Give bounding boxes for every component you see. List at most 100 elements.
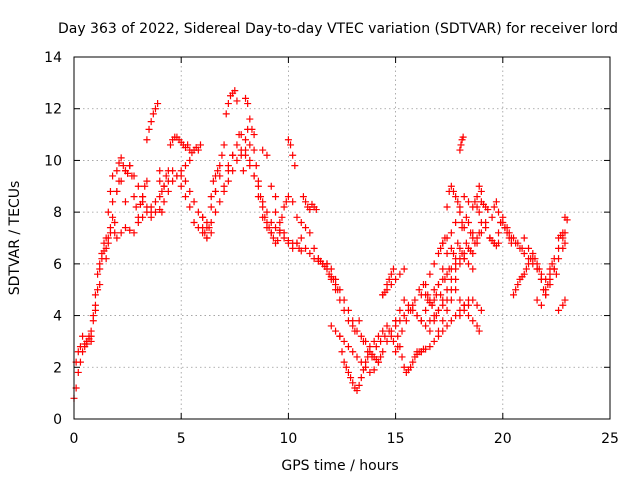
data-point (473, 322, 481, 330)
data-point (353, 387, 361, 395)
data-point (154, 100, 162, 108)
data-point (377, 337, 385, 345)
data-point (327, 322, 335, 330)
data-point (284, 193, 292, 201)
data-point (374, 332, 382, 340)
data-point (417, 317, 425, 325)
data-point (233, 97, 241, 105)
data-point (85, 332, 93, 340)
data-point (396, 270, 404, 278)
data-point (411, 296, 419, 304)
data-point (274, 237, 282, 245)
data-point (143, 136, 151, 144)
data-point (207, 229, 215, 237)
data-point (447, 244, 455, 252)
data-point (194, 208, 202, 216)
data-point (366, 343, 374, 351)
data-point (460, 255, 468, 263)
data-point (254, 193, 262, 201)
data-point (439, 301, 447, 309)
data-point (430, 286, 438, 294)
data-point (209, 177, 217, 185)
data-point (473, 301, 481, 309)
data-point (452, 286, 460, 294)
data-point (510, 234, 518, 242)
data-point (76, 343, 84, 351)
data-point (542, 286, 550, 294)
data-point (111, 229, 119, 237)
data-point (104, 234, 112, 242)
data-point (246, 141, 254, 149)
data-point (407, 306, 415, 314)
data-point (130, 172, 138, 180)
data-point (214, 167, 222, 175)
data-point (216, 162, 224, 170)
data-point (91, 306, 99, 314)
data-point (400, 296, 408, 304)
data-point (239, 167, 247, 175)
data-point (396, 306, 404, 314)
data-point (518, 244, 526, 252)
data-point (477, 218, 485, 226)
x-tick-label: 25 (601, 431, 619, 447)
data-point (533, 265, 541, 273)
data-point (456, 260, 464, 268)
data-point (242, 136, 250, 144)
data-point (379, 291, 387, 299)
data-point (349, 317, 357, 325)
data-point (383, 337, 391, 345)
data-point (181, 162, 189, 170)
data-point (94, 286, 102, 294)
data-point (169, 167, 177, 175)
data-point (96, 281, 104, 289)
data-point (336, 286, 344, 294)
data-point (190, 198, 198, 206)
data-point (115, 177, 123, 185)
data-point (312, 206, 320, 214)
data-point (456, 146, 464, 154)
data-point (190, 218, 198, 226)
data-point (424, 291, 432, 299)
data-point (181, 193, 189, 201)
data-point (400, 363, 408, 371)
y-tick-label: 4 (53, 309, 62, 325)
data-point (212, 208, 220, 216)
data-point (434, 332, 442, 340)
data-point (409, 358, 417, 366)
data-point (422, 281, 430, 289)
data-point (184, 141, 192, 149)
data-point (233, 141, 241, 149)
data-point (413, 312, 421, 320)
data-point (377, 353, 385, 361)
data-point (426, 343, 434, 351)
data-point (289, 151, 297, 159)
data-point (439, 317, 447, 325)
y-tick-label: 6 (53, 257, 62, 273)
data-point (475, 229, 483, 237)
data-point (164, 177, 172, 185)
data-point (514, 281, 522, 289)
data-point (229, 151, 237, 159)
data-point (199, 229, 207, 237)
data-point (344, 306, 352, 314)
data-point (394, 343, 402, 351)
data-point (250, 172, 258, 180)
data-point (289, 198, 297, 206)
data-point (143, 177, 151, 185)
data-point (74, 348, 82, 356)
data-point (158, 187, 166, 195)
data-point (102, 255, 110, 263)
data-point (490, 239, 498, 247)
data-point (106, 187, 114, 195)
data-point (272, 224, 280, 232)
data-point (87, 327, 95, 335)
data-point (115, 159, 123, 167)
data-point (280, 234, 288, 242)
data-point (113, 187, 121, 195)
data-point (522, 265, 530, 273)
data-point (246, 162, 254, 170)
data-point (340, 337, 348, 345)
data-point (392, 317, 400, 325)
data-point (166, 141, 174, 149)
data-point (417, 291, 425, 299)
